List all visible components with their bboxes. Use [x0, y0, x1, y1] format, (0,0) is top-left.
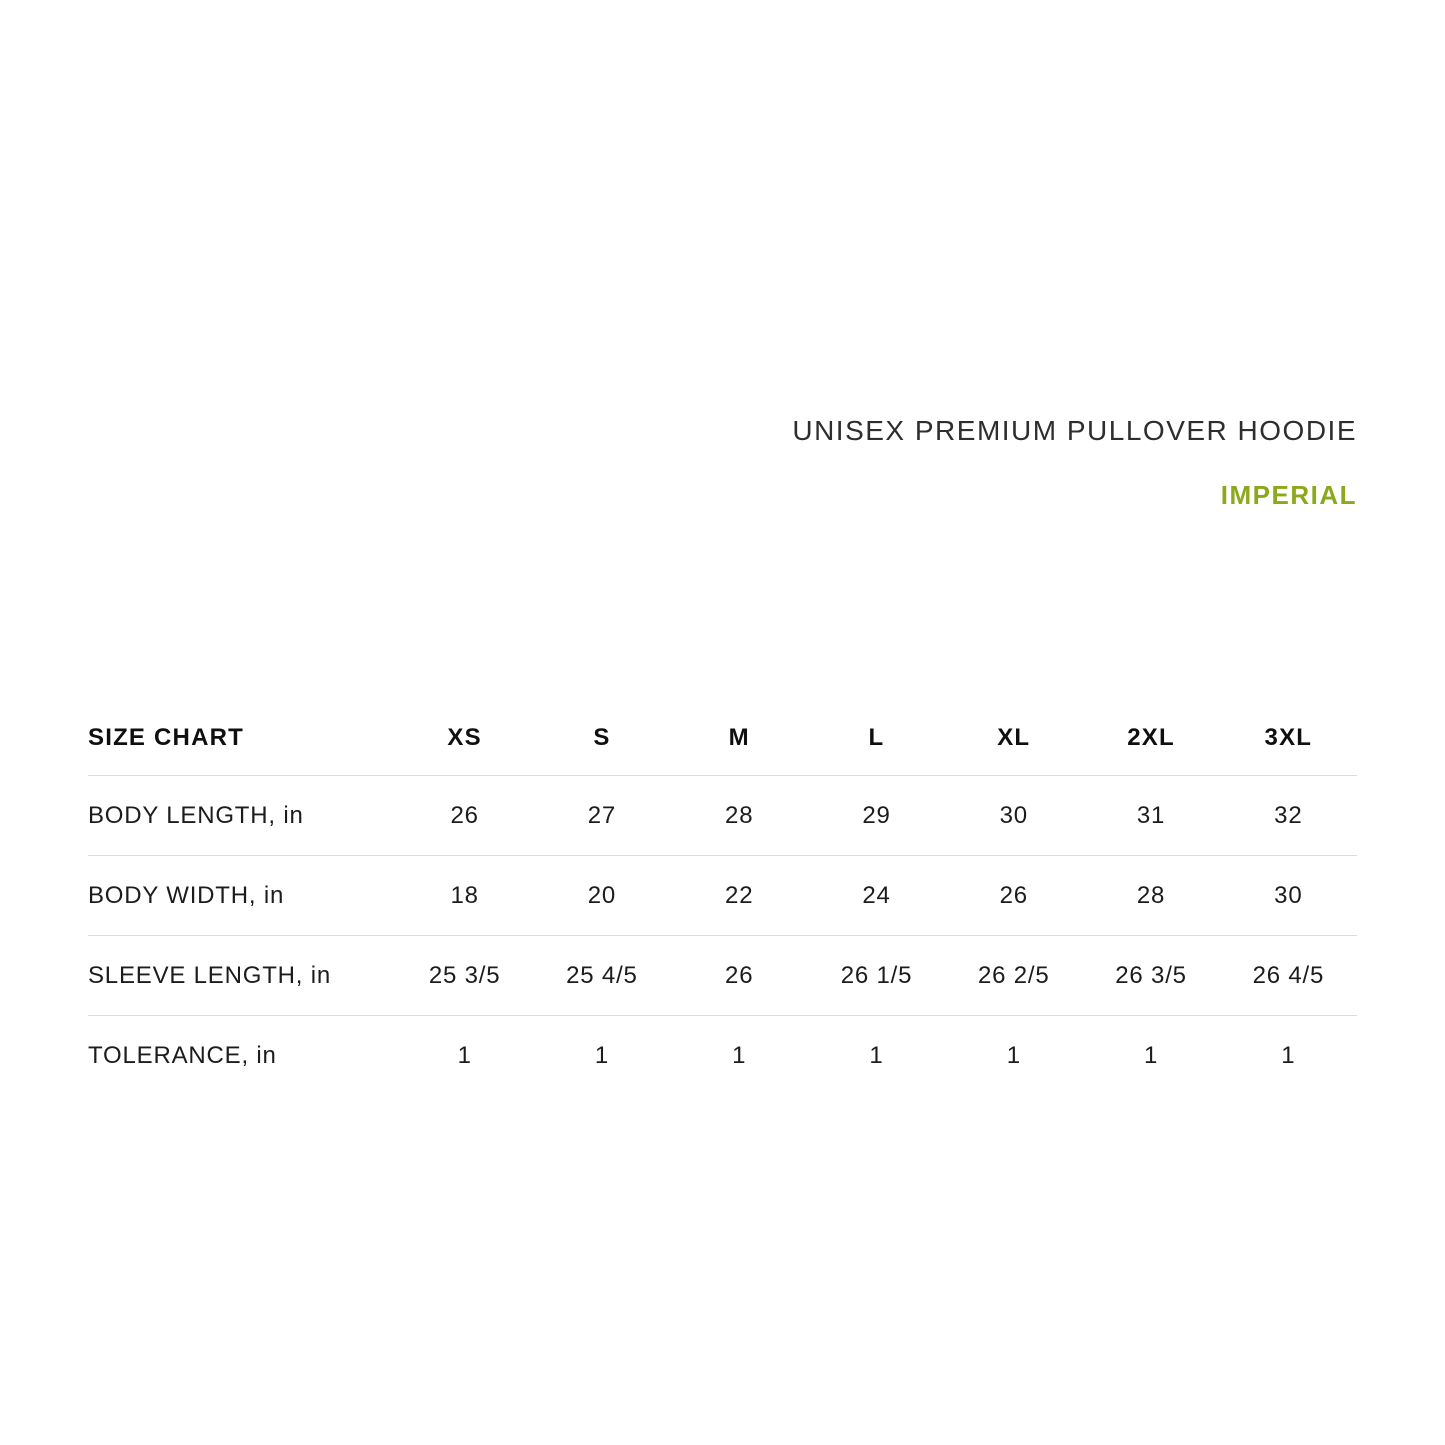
table-cell: 31 [1136, 801, 1166, 829]
units-badge: IMPERIAL [1220, 480, 1357, 510]
table-row-body-width: BODY WIDTH, in 18 20 22 24 26 28 30 [88, 856, 1357, 936]
table-row-tolerance: TOLERANCE, in 1 1 1 1 1 1 1 [88, 1016, 1357, 1096]
table-cell: 26 1/5 [840, 961, 913, 989]
table-cell: 25 4/5 [566, 961, 638, 989]
table-cell: 26 [725, 961, 754, 989]
table-cell: 25 3/5 [428, 961, 501, 989]
table-cell: 26 3/5 [1115, 961, 1187, 989]
table-cell: 26 2/5 [978, 961, 1050, 989]
table-cell: 30 [999, 801, 1028, 829]
table-cell: 1 [1143, 1042, 1159, 1069]
column-header-size-chart: SIZE CHART [88, 723, 244, 751]
table-cell: 24 [862, 881, 891, 909]
product-title: UNISEX PREMIUM PULLOVER HOODIE [792, 415, 1357, 446]
table-cell: 1 [1006, 1042, 1021, 1069]
row-label: SLEEVE LENGTH, in [88, 961, 332, 989]
column-header-l: L [868, 723, 885, 751]
table-cell: 22 [725, 881, 754, 909]
row-label: BODY LENGTH, in [88, 801, 304, 829]
table-cell: 29 [862, 801, 891, 829]
column-header-3xl: 3XL [1264, 723, 1313, 751]
table-cell: 32 [1274, 801, 1303, 829]
table-header-row: SIZE CHART XS S M L XL 2XL 3XL [88, 700, 1357, 776]
table-cell: 26 [450, 801, 479, 829]
table-cell: 28 [1136, 881, 1166, 909]
table-cell: 20 [587, 881, 617, 909]
table-cell: 1 [457, 1042, 472, 1069]
table-cell: 27 [587, 801, 617, 829]
table-row-body-length: BODY LENGTH, in 26 27 28 29 30 31 32 [88, 776, 1357, 856]
table-cell: 30 [1274, 881, 1303, 909]
table-cell: 26 [999, 881, 1028, 909]
table-cell: 1 [1281, 1042, 1296, 1069]
table-cell: 1 [869, 1042, 884, 1069]
table-cell: 18 [450, 881, 479, 909]
column-header-s: S [593, 723, 611, 751]
column-header-xs: XS [447, 723, 482, 751]
row-label: TOLERANCE, in [88, 1042, 277, 1069]
column-header-2xl: 2XL [1127, 723, 1175, 751]
table-cell: 28 [725, 801, 754, 829]
size-chart-table: SIZE CHART XS S M L XL 2XL 3XL BODY LENG… [88, 700, 1357, 1096]
table-cell: 1 [732, 1042, 747, 1069]
table-cell: 1 [594, 1042, 609, 1069]
column-header-xl: XL [997, 723, 1031, 751]
column-header-m: M [728, 723, 750, 751]
table-row-sleeve-length: SLEEVE LENGTH, in 25 3/5 25 4/5 26 26 1/… [88, 936, 1357, 1016]
table-cell: 26 4/5 [1252, 961, 1325, 989]
row-label: BODY WIDTH, in [88, 881, 285, 909]
